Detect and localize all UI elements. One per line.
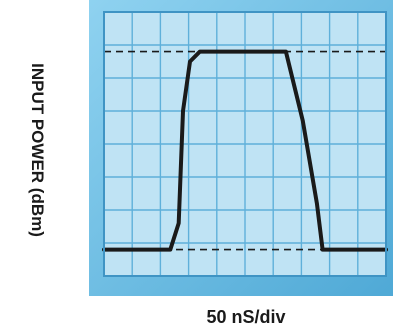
x-axis-label: 50 nS/div	[206, 307, 285, 327]
plot-frame	[103, 11, 387, 277]
pulse-line	[102, 49, 388, 252]
grid-lines	[104, 12, 386, 276]
y-axis-label: INPUT POWER (dBm)	[28, 63, 47, 237]
pulse-trace	[102, 49, 388, 252]
